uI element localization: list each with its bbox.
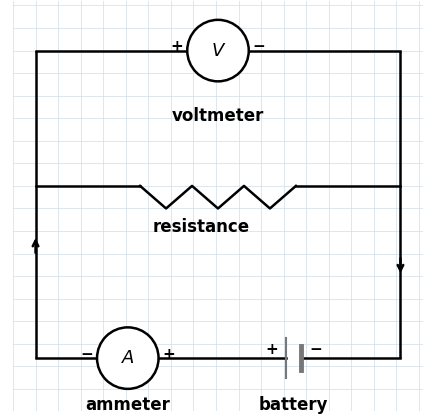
- Text: V: V: [212, 42, 224, 60]
- Text: −: −: [309, 342, 322, 357]
- Text: +: +: [170, 39, 184, 54]
- Text: ammeter: ammeter: [85, 396, 170, 414]
- Circle shape: [97, 327, 159, 389]
- Text: voltmeter: voltmeter: [172, 107, 264, 125]
- Text: battery: battery: [259, 396, 329, 414]
- Text: resistance: resistance: [153, 218, 250, 236]
- Text: +: +: [163, 347, 175, 362]
- Text: −: −: [252, 39, 266, 54]
- Text: −: −: [80, 347, 93, 362]
- Circle shape: [187, 20, 249, 81]
- Text: A: A: [122, 349, 134, 367]
- Text: +: +: [266, 342, 279, 357]
